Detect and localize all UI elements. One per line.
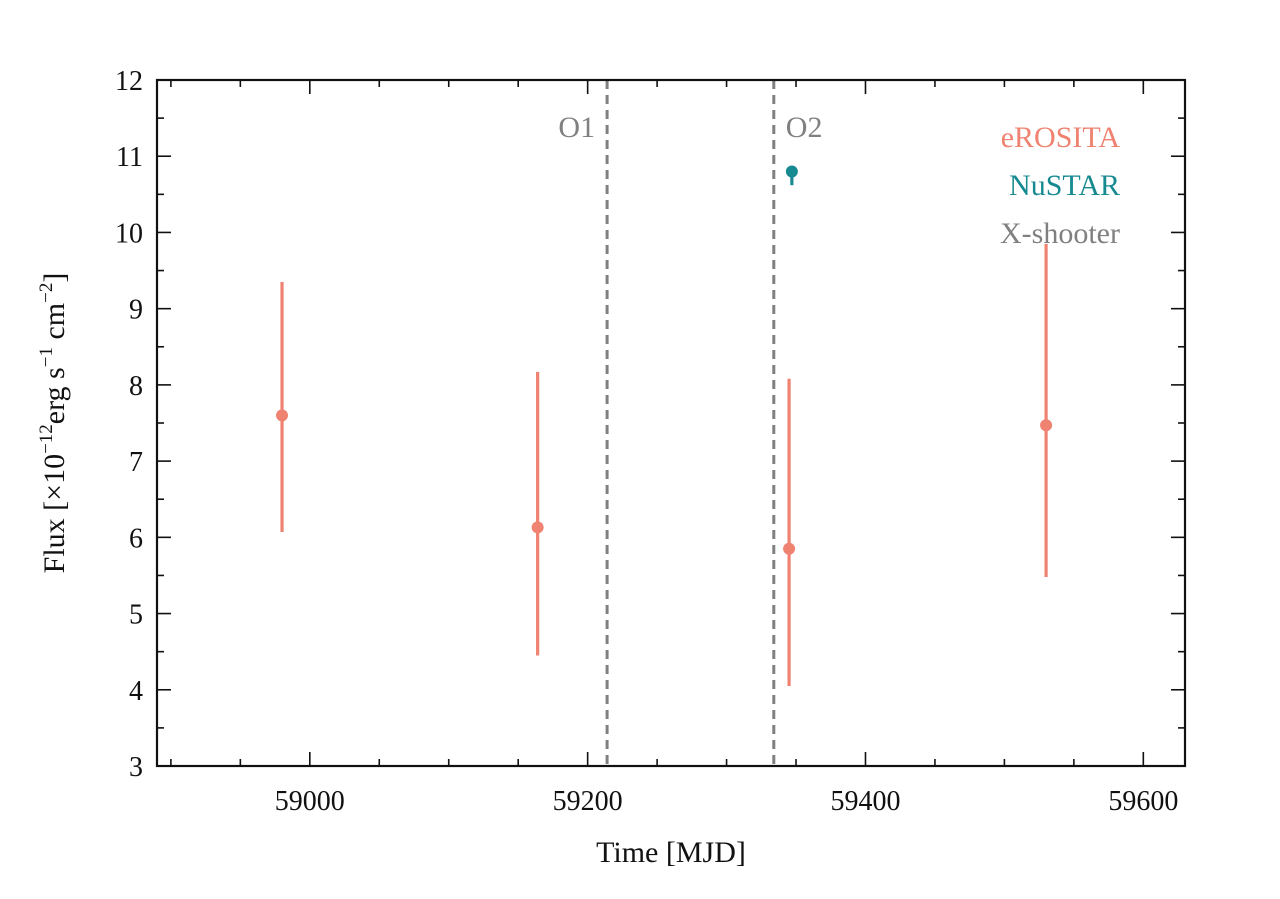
y-tick-label: 8	[129, 371, 143, 402]
y-axis-title-exp2: −1	[36, 347, 57, 367]
x-tick-label: 59000	[275, 786, 345, 817]
y-tick-label: 7	[129, 447, 143, 478]
y-tick-label: 10	[115, 218, 143, 249]
y-axis-title-exp3: −2	[36, 283, 57, 303]
legend: eROSITA NuSTAR X-shooter	[1000, 121, 1120, 250]
y-axis-title-exp1: −12	[36, 424, 57, 454]
legend-entry-erosita: eROSITA	[1001, 121, 1121, 154]
y-tick-label: 6	[129, 523, 143, 554]
observation-lines: O1 O2	[558, 80, 822, 766]
plot-frame	[155, 78, 1187, 768]
axis-ticks	[157, 79, 1185, 767]
y-axis-title-prefix: Flux [×10	[38, 454, 71, 573]
x-axis-title: Time [MJD]	[596, 836, 746, 869]
vline-label-o2: O2	[786, 111, 823, 144]
nustar-data-point	[785, 165, 798, 178]
tick-labels: 59000 59200 59400 59600 3 4 5 6 7 8 9 10 11 12	[115, 66, 1178, 817]
x-tick-label: 59400	[830, 786, 900, 817]
erosita-data-point	[1040, 419, 1053, 432]
y-axis-title-suffix: ]	[38, 273, 71, 283]
legend-entry-xshooter: X-shooter	[1000, 217, 1120, 250]
vline-label-o1: O1	[558, 111, 595, 144]
y-axis-title: Flux [×10−12erg s−1 cm−2]	[36, 273, 71, 574]
y-tick-label: 12	[115, 66, 143, 97]
erosita-data-point	[783, 542, 796, 555]
y-tick-label: 3	[129, 752, 143, 783]
y-tick-label: 4	[129, 676, 143, 707]
legend-entry-nustar: NuSTAR	[1009, 169, 1120, 202]
y-tick-label: 9	[129, 295, 143, 326]
data-points	[276, 165, 1053, 686]
x-tick-label: 59600	[1108, 786, 1178, 817]
erosita-data-point	[531, 521, 544, 534]
y-tick-label: 5	[129, 600, 143, 631]
y-axis-title-mid2: cm	[38, 303, 71, 347]
x-tick-label: 59200	[553, 786, 623, 817]
y-axis-title-mid1: erg s	[38, 367, 71, 424]
erosita-data-point	[276, 409, 289, 422]
y-tick-label: 11	[116, 142, 143, 173]
